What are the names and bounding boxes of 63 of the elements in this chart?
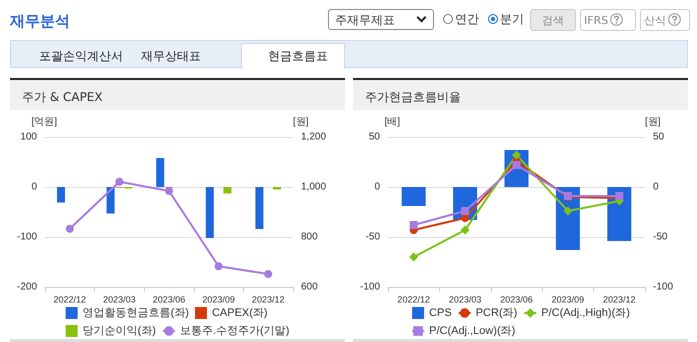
y-tick-label: -200 <box>16 282 38 292</box>
point <box>409 252 418 262</box>
point <box>264 270 272 278</box>
point <box>115 178 124 186</box>
y2-tick-label: 50 <box>653 132 665 142</box>
text: 재무상태표 <box>141 48 201 65</box>
x-tick-label: 2023/06 <box>500 294 533 304</box>
y2-axis-title: [원] <box>293 116 309 128</box>
point <box>461 214 470 222</box>
chart-title: 주가현금흐름비율 <box>353 80 688 110</box>
text: 분기 <box>500 12 524 26</box>
x-tick-label: 2022/12 <box>397 294 430 304</box>
y2-tick-label: 0 <box>653 182 659 192</box>
y-tick-label: 0 <box>31 182 38 192</box>
y-tick-label: 100 <box>20 132 38 142</box>
text: 산식 <box>644 14 666 27</box>
text: 포괄손익계산서 <box>39 48 123 65</box>
x-tick-label: 2023/06 <box>152 294 186 304</box>
legend-label: 영업활동현금흐름(좌) <box>82 307 189 319</box>
legend-label: P/C(Adj.,Low)(좌) <box>429 325 516 337</box>
y-tick-label: 0 <box>374 182 380 192</box>
text: 재무분석 <box>10 12 70 31</box>
x-tick-label: 2023/12 <box>252 294 284 304</box>
point <box>410 221 418 229</box>
legend-label: P/C(Adj.,High)(좌) <box>541 307 630 319</box>
y2-tick-label: 800 <box>301 232 318 242</box>
chart-title: 주가 & CAPEX <box>10 80 345 110</box>
text: 검색 <box>530 9 576 31</box>
y2-tick-label: 600 <box>301 282 318 292</box>
legend-label: 보통주.수정주가(기말) <box>180 325 290 337</box>
y-tick-label: 50 <box>368 132 380 142</box>
text: 주재무제표 <box>328 9 434 30</box>
point <box>214 262 223 270</box>
x-tick-label: 2023/09 <box>202 294 235 304</box>
point <box>512 150 521 160</box>
x-tick-label: 2023/09 <box>552 294 584 304</box>
legend-label: CPS <box>429 307 452 319</box>
x-tick-label: 2023/03 <box>103 294 136 304</box>
y2-tick-label: -50 <box>653 232 668 242</box>
y-tick-label: -100 <box>16 232 38 242</box>
text: IFRS <box>584 14 608 27</box>
legend-label: 당기순이익(좌) <box>82 325 156 337</box>
y-axis-title: [억원] <box>31 116 58 128</box>
point <box>461 207 470 215</box>
x-tick-label: 2023/12 <box>603 294 636 304</box>
y-axis-title: [배] <box>384 116 400 128</box>
legend-label: PCR(좌) <box>476 307 518 319</box>
point <box>512 161 520 169</box>
y2-axis-title: [원] <box>645 116 661 128</box>
y2-tick-label: -100 <box>653 282 674 292</box>
y-tick-label: -50 <box>366 232 380 242</box>
point <box>165 187 173 195</box>
text: 현금흐름표 <box>268 48 328 65</box>
y2-tick-label: 1,000 <box>301 182 326 192</box>
text: 연간 <box>455 12 479 26</box>
x-tick-label: 2022/12 <box>54 294 86 304</box>
x-tick-label: 2023/03 <box>448 294 482 304</box>
y-tick-label: -100 <box>360 282 380 292</box>
y2-tick-label: 1,200 <box>301 132 326 142</box>
point <box>66 224 74 233</box>
legend-label: CAPEX(좌) <box>212 307 268 319</box>
point <box>460 226 470 234</box>
point <box>563 206 572 216</box>
